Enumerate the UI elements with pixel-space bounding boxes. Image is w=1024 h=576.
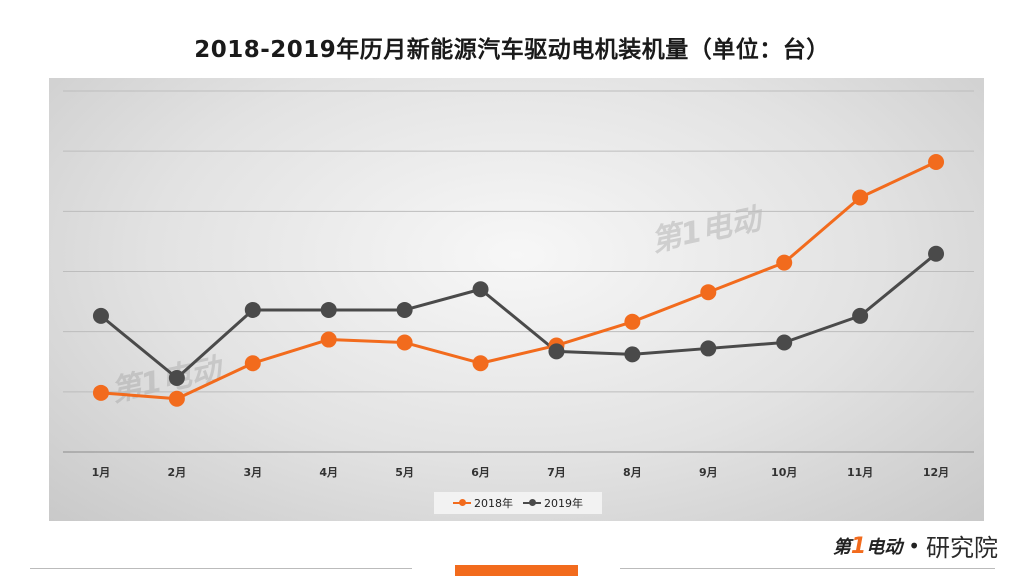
x-tick-label: 2月 <box>168 466 187 479</box>
x-tick-label: 11月 <box>847 466 873 479</box>
footer-accent-bar <box>455 565 578 576</box>
data-point-2018 <box>700 284 717 301</box>
legend-line-icon <box>523 499 541 506</box>
data-point-2018 <box>244 355 261 372</box>
legend-label: 2018年 <box>474 497 513 510</box>
x-tick-label: 3月 <box>243 466 262 479</box>
x-tick-label: 6月 <box>471 466 490 479</box>
data-point-2019 <box>320 301 337 318</box>
x-tick-label: 12月 <box>923 466 949 479</box>
data-point-2018 <box>624 313 641 330</box>
data-point-2019 <box>92 307 109 324</box>
data-point-2019 <box>548 343 565 360</box>
data-point-2019 <box>472 281 489 298</box>
brand-logo: 第1电动 • 研究院 <box>833 528 998 563</box>
data-point-2018 <box>928 154 945 171</box>
chart-legend: 2018年 2019年 <box>434 492 602 514</box>
x-tick-label: 7月 <box>547 466 566 479</box>
legend-line-icon <box>453 499 471 506</box>
brand-separator: • <box>908 533 920 558</box>
x-tick-label: 1月 <box>92 466 111 479</box>
chart-title: 2018-2019年历月新能源汽车驱动电机装机量（单位：台） <box>194 37 830 63</box>
line-chart: 1月 2月 3月 4月 5月 6月 7月 8月 9月 10月 11月 12月 <box>63 90 974 479</box>
brand-mark: 第1电动 <box>832 533 903 559</box>
legend-item-2019: 2019年 <box>523 495 583 511</box>
data-point-2018 <box>472 355 489 372</box>
series-line-2018 <box>100 160 937 401</box>
data-point-2019 <box>396 301 413 318</box>
data-point-2018 <box>396 334 413 351</box>
brand-text: 研究院 <box>926 534 998 562</box>
x-tick-label: 8月 <box>623 466 642 479</box>
data-point-2019 <box>244 301 261 318</box>
data-point-2018 <box>92 384 109 401</box>
data-point-2018 <box>168 390 185 407</box>
chart-panel <box>49 78 984 521</box>
data-point-2018 <box>852 189 869 206</box>
data-point-2019 <box>852 307 869 324</box>
footer-divider <box>30 568 412 569</box>
data-point-2019 <box>168 370 185 387</box>
data-point-2018 <box>776 254 793 271</box>
x-tick-label: 4月 <box>319 466 338 479</box>
data-point-2019 <box>928 245 945 262</box>
series-line-2019 <box>100 252 937 380</box>
legend-item-2018: 2018年 <box>453 495 513 511</box>
data-point-2019 <box>624 346 641 363</box>
x-tick-label: 9月 <box>699 466 718 479</box>
legend-label: 2019年 <box>544 497 583 510</box>
data-point-2019 <box>700 340 717 357</box>
data-point-2018 <box>320 331 337 348</box>
data-point-2019 <box>776 334 793 351</box>
x-tick-label: 5月 <box>395 466 414 479</box>
footer-divider <box>620 568 995 569</box>
x-tick-label: 10月 <box>771 466 797 479</box>
